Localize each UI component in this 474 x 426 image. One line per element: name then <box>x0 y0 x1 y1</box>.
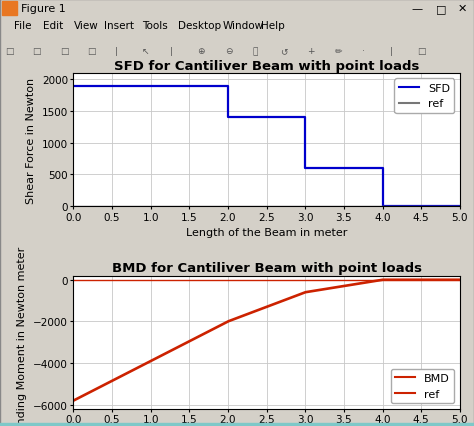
Legend: BMD, ref: BMD, ref <box>391 369 454 403</box>
Text: File: File <box>14 21 32 32</box>
Text: ↖: ↖ <box>142 47 150 56</box>
Legend: SFD, ref: SFD, ref <box>394 79 454 114</box>
Text: Desktop: Desktop <box>178 21 221 32</box>
Y-axis label: Bending Moment in Newton meter: Bending Moment in Newton meter <box>18 247 27 426</box>
Text: +: + <box>307 47 315 56</box>
Text: |: | <box>390 47 392 56</box>
Text: □: □ <box>32 47 41 56</box>
Text: Window: Window <box>223 21 264 32</box>
Text: □: □ <box>5 47 13 56</box>
Y-axis label: Shear Force in Newton: Shear Force in Newton <box>26 77 36 203</box>
Text: |: | <box>170 47 173 56</box>
Title: SFD for Cantiliver Beam with point loads: SFD for Cantiliver Beam with point loads <box>114 60 419 72</box>
Bar <box>2 2 17 16</box>
Text: ✏: ✏ <box>335 47 342 56</box>
Text: □: □ <box>417 47 426 56</box>
Text: □: □ <box>87 47 96 56</box>
X-axis label: Length of the Beam in meter: Length of the Beam in meter <box>186 228 347 238</box>
Text: ·: · <box>362 47 365 56</box>
Text: ⊕: ⊕ <box>197 47 205 56</box>
Title: BMD for Cantiliver Beam with point loads: BMD for Cantiliver Beam with point loads <box>111 262 422 275</box>
Text: |: | <box>115 47 118 56</box>
Text: View: View <box>73 21 98 32</box>
Text: □: □ <box>436 4 446 14</box>
Text: Figure 1: Figure 1 <box>21 4 66 14</box>
Text: Edit: Edit <box>43 21 63 32</box>
Text: Tools: Tools <box>142 21 168 32</box>
Text: Help: Help <box>261 21 284 32</box>
Bar <box>0 423 474 426</box>
Text: ↺: ↺ <box>280 47 287 56</box>
Text: ✋: ✋ <box>252 47 257 56</box>
Text: —: — <box>411 4 423 14</box>
Text: ✕: ✕ <box>457 4 467 14</box>
Text: ⊖: ⊖ <box>225 47 232 56</box>
Text: Insert: Insert <box>104 21 134 32</box>
Text: □: □ <box>60 47 68 56</box>
